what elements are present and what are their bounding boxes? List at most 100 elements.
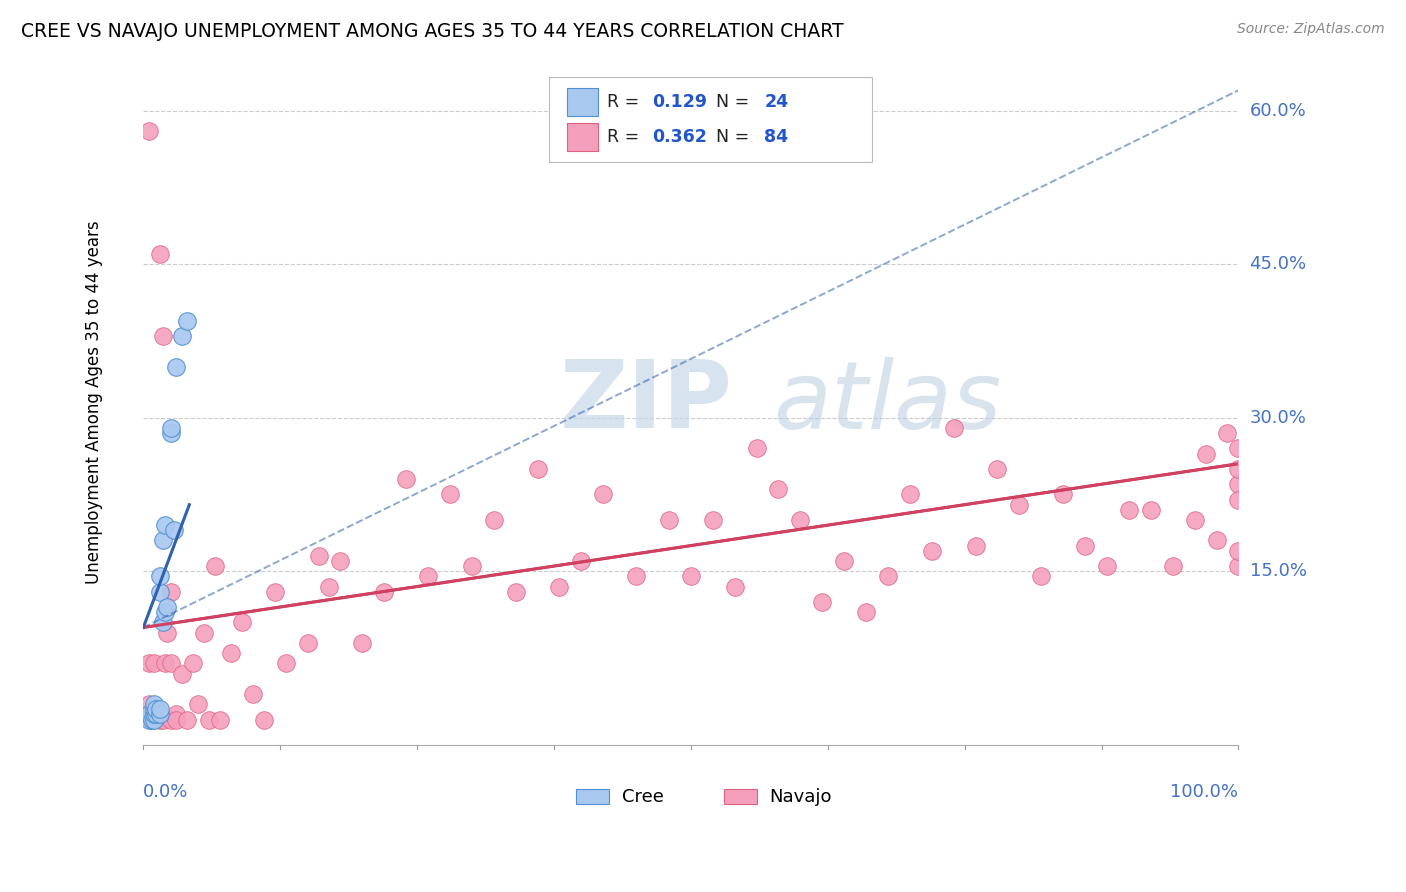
Text: CREE VS NAVAJO UNEMPLOYMENT AMONG AGES 35 TO 44 YEARS CORRELATION CHART: CREE VS NAVAJO UNEMPLOYMENT AMONG AGES 3…	[21, 22, 844, 41]
Point	[1194, 446, 1216, 460]
Point	[141, 713, 163, 727]
Point	[1031, 569, 1053, 583]
Point	[482, 513, 505, 527]
Point	[176, 713, 198, 727]
Text: 0.129: 0.129	[652, 94, 707, 112]
Text: R =: R =	[606, 94, 644, 112]
Point	[505, 584, 527, 599]
Point	[155, 605, 177, 619]
Point	[439, 487, 461, 501]
Point	[149, 584, 172, 599]
Point	[138, 713, 160, 727]
Point	[156, 599, 179, 614]
Point	[152, 533, 174, 548]
Text: Unemployment Among Ages 35 to 44 years: Unemployment Among Ages 35 to 44 years	[84, 220, 103, 584]
Point	[145, 702, 167, 716]
Point	[297, 636, 319, 650]
Point	[1227, 462, 1250, 476]
Point	[274, 657, 297, 671]
Point	[155, 518, 177, 533]
Point	[165, 713, 187, 727]
Point	[1227, 559, 1250, 574]
Point	[143, 702, 166, 716]
Point	[145, 707, 167, 722]
Point	[149, 707, 172, 722]
Point	[1227, 492, 1250, 507]
Point	[165, 359, 187, 374]
Point	[155, 657, 177, 671]
Point	[170, 329, 193, 343]
Point	[138, 707, 160, 722]
Point	[526, 462, 548, 476]
Text: 24: 24	[765, 94, 789, 112]
Point	[143, 713, 166, 727]
Text: 15.0%: 15.0%	[1250, 562, 1306, 580]
Text: atlas: atlas	[773, 357, 1001, 448]
Text: 60.0%: 60.0%	[1250, 102, 1306, 120]
Point	[176, 313, 198, 327]
Point	[163, 523, 186, 537]
Point	[253, 713, 276, 727]
Point	[165, 707, 187, 722]
Point	[416, 569, 439, 583]
Point	[242, 687, 264, 701]
Point	[149, 702, 172, 716]
Point	[219, 646, 242, 660]
Text: 0.362: 0.362	[652, 128, 707, 146]
Point	[193, 625, 215, 640]
Point	[1074, 539, 1097, 553]
Text: R =: R =	[606, 128, 644, 146]
Point	[1161, 559, 1184, 574]
FancyBboxPatch shape	[724, 789, 756, 804]
Point	[159, 584, 181, 599]
Point	[811, 595, 834, 609]
Point	[204, 559, 226, 574]
Point	[373, 584, 395, 599]
Point	[143, 697, 166, 711]
Point	[702, 513, 724, 527]
Point	[1008, 498, 1031, 512]
Text: 30.0%: 30.0%	[1250, 409, 1306, 426]
Text: 0.0%: 0.0%	[143, 783, 188, 801]
Text: 100.0%: 100.0%	[1170, 783, 1239, 801]
Point	[263, 584, 285, 599]
Point	[149, 713, 172, 727]
Point	[143, 707, 166, 722]
Point	[942, 421, 965, 435]
Text: Navajo: Navajo	[769, 788, 832, 805]
Point	[898, 487, 921, 501]
Point	[159, 425, 181, 440]
Text: Cree: Cree	[621, 788, 664, 805]
Point	[181, 657, 204, 671]
Point	[187, 697, 209, 711]
Point	[592, 487, 614, 501]
Point	[143, 657, 166, 671]
Point	[159, 421, 181, 435]
Point	[745, 442, 768, 456]
Text: ZIP: ZIP	[560, 357, 733, 449]
Point	[138, 707, 160, 722]
Point	[318, 580, 340, 594]
FancyBboxPatch shape	[576, 789, 609, 804]
Point	[1227, 477, 1250, 491]
Point	[308, 549, 330, 563]
Point	[156, 625, 179, 640]
FancyBboxPatch shape	[548, 77, 872, 162]
Point	[624, 569, 647, 583]
Point	[768, 483, 790, 497]
Point	[159, 713, 181, 727]
Point	[1118, 503, 1140, 517]
Point	[658, 513, 681, 527]
FancyBboxPatch shape	[567, 123, 598, 151]
Point	[145, 707, 167, 722]
Point	[855, 605, 877, 619]
Point	[329, 554, 352, 568]
Point	[569, 554, 592, 568]
Point	[149, 247, 172, 261]
Point	[1216, 425, 1239, 440]
Text: Source: ZipAtlas.com: Source: ZipAtlas.com	[1237, 22, 1385, 37]
Point	[395, 472, 418, 486]
Point	[152, 713, 174, 727]
Point	[1139, 503, 1161, 517]
Point	[1205, 533, 1227, 548]
